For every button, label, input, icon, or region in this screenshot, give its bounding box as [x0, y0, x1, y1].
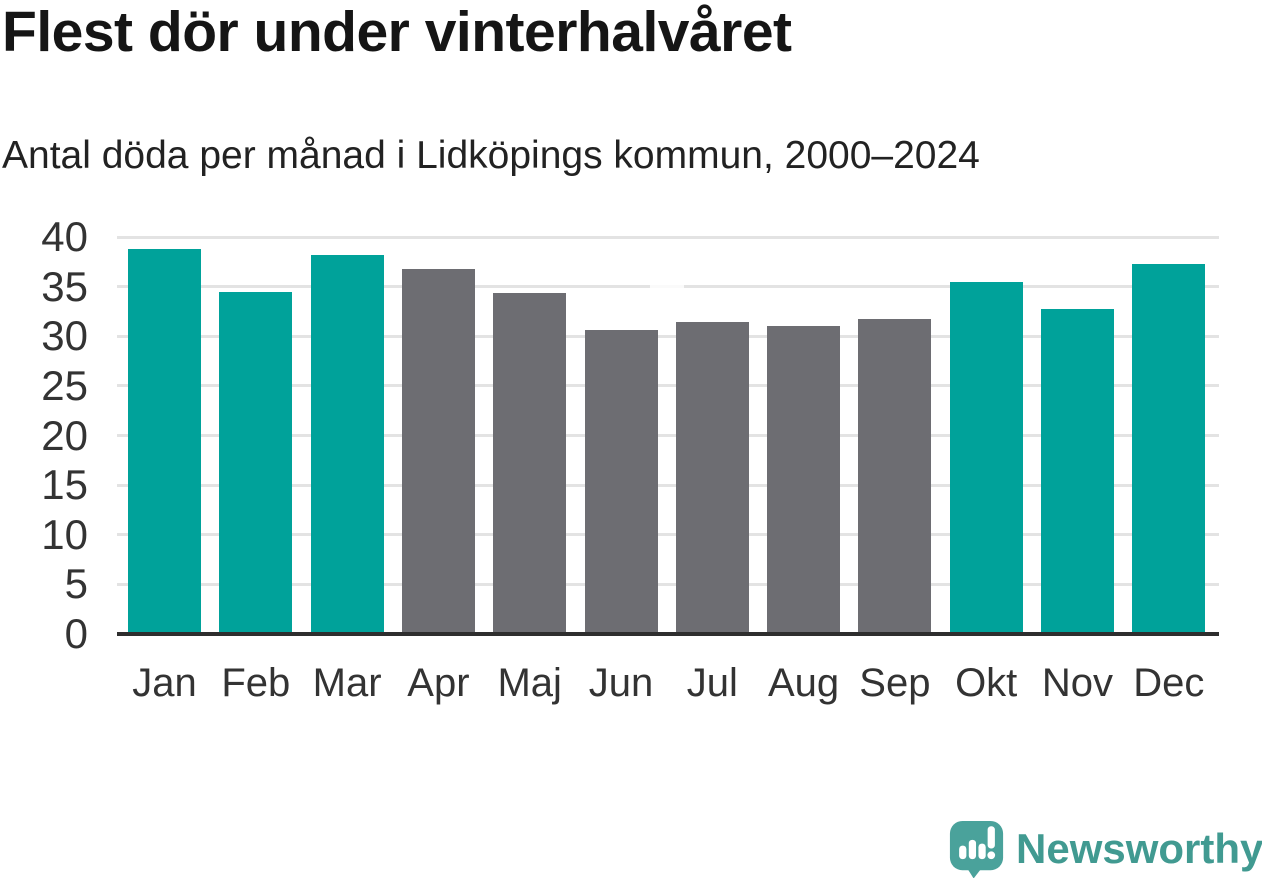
bar-jul [675, 322, 749, 634]
bar-maj [493, 292, 567, 634]
x-tick-label-sep: Sep [859, 661, 931, 705]
x-tick-label-aug: Aug [768, 661, 840, 705]
newsworthy-logo-icon [949, 820, 1004, 878]
x-tick-label-nov: Nov [1041, 661, 1114, 705]
gridline-15 [117, 483, 1219, 487]
brand-name: Newsworthy [1016, 825, 1262, 872]
y-tick-label-35: 35 [41, 262, 88, 310]
x-tick-label-okt: Okt [955, 661, 1018, 705]
y-tick-label-40: 40 [41, 213, 88, 260]
x-tick-label-maj: Maj [497, 661, 562, 705]
x-tick-label-feb: Feb [221, 661, 291, 705]
bar-apr [401, 268, 475, 634]
chart-title: Flest dör under vinterhalvåret [2, 0, 792, 64]
bar-chart-plot-area [117, 235, 1219, 636]
y-tick-label-0: 0 [64, 610, 88, 657]
bar-jun [584, 330, 658, 634]
x-tick-label-apr: Apr [407, 661, 470, 705]
y-tick-label-25: 25 [41, 361, 88, 409]
x-tick-label-jul: Jul [686, 661, 738, 705]
x-tick-label-mar: Mar [312, 661, 382, 705]
y-tick-label-30: 30 [41, 312, 88, 360]
gridline-25 [117, 384, 1219, 388]
bar-sep [858, 319, 932, 634]
gridline-30 [117, 334, 1219, 338]
bar-feb [219, 291, 293, 634]
gridline-5 [117, 582, 1219, 586]
bar-mar [310, 254, 384, 634]
chart-subtitle: Antal döda per månad i Lidköpings kommun… [2, 134, 980, 177]
y-tick-label-10: 10 [41, 510, 88, 558]
bar-nov [1041, 309, 1114, 634]
brand-footer: Newsworthy [948, 820, 1262, 878]
gridline-40 [117, 235, 1219, 239]
gridline-10 [117, 533, 1219, 537]
bar-jan [128, 248, 201, 634]
y-tick-label-15: 15 [41, 461, 88, 509]
x-tick-label-dec: Dec [1133, 661, 1205, 705]
y-tick-label-5: 5 [64, 560, 88, 608]
bar-okt [949, 281, 1023, 634]
gridline-artifact [650, 285, 684, 289]
bar-aug [767, 326, 841, 634]
x-tick-label-jan: Jan [132, 661, 197, 705]
x-tick-label-jun: Jun [588, 661, 654, 705]
x-axis-line [117, 632, 1219, 636]
y-tick-label-20: 20 [41, 411, 88, 459]
gridline-20 [117, 434, 1219, 437]
bar-dec [1132, 263, 1206, 634]
